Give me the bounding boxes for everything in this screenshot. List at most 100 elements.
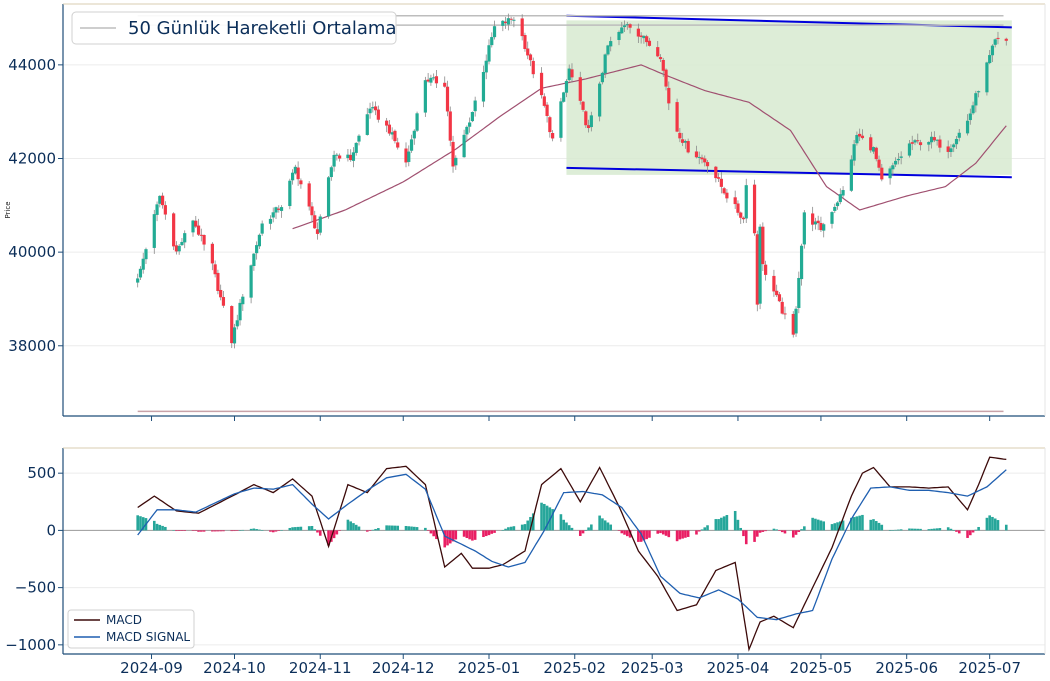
candle (365, 107, 369, 136)
macd-hist-bar-positive (927, 529, 931, 531)
candle-body-up (465, 126, 469, 135)
candle-body-up (232, 327, 237, 344)
candle-body-up (642, 35, 646, 39)
candle-body-down (202, 234, 206, 245)
candle (609, 36, 613, 52)
macd-hist-bar-positive (413, 526, 416, 531)
macd-hist-bar-positive (570, 527, 574, 531)
candle-body-up (802, 212, 806, 245)
candle (326, 176, 331, 219)
macd-hist-bar-positive (141, 517, 145, 531)
candle (551, 130, 555, 142)
candle-body-down (313, 215, 317, 229)
candle-body-up (888, 168, 892, 179)
macd-axes: −1000 −500 0 500 2024-09 2024-10 2024-11 2024-1… (5, 447, 1046, 677)
candle-body-down (434, 76, 439, 84)
candle (163, 201, 167, 220)
candle (990, 44, 995, 62)
candle-body-down (570, 69, 574, 78)
candle (376, 105, 380, 123)
candle-body-down (1004, 38, 1008, 41)
candle (758, 224, 762, 310)
macd-hist-bar-positive (803, 526, 806, 531)
candle (603, 53, 607, 79)
macd-hist-bar-negative (758, 530, 762, 533)
macd-panel-frame (63, 448, 1045, 654)
candle (268, 215, 273, 230)
candle-body-down (858, 133, 862, 137)
macd-hist-bar-negative (432, 530, 435, 537)
macd-hist-bar-positive (241, 529, 245, 531)
candle-body-down (675, 102, 679, 132)
candle (465, 125, 469, 141)
macd-hist-bar-positive (507, 527, 510, 531)
macd-hist-bar-negative (675, 530, 679, 542)
candle-body-up (462, 134, 466, 158)
candle-body-down (426, 79, 430, 82)
candle (432, 73, 436, 81)
macd-hist-bar-positive (603, 520, 607, 531)
candle-body-up (274, 207, 278, 213)
macd-hist-bar-positive (717, 519, 720, 531)
macd-hist-bar-positive (739, 527, 743, 531)
candle-body-down (230, 306, 234, 344)
macd-hist-bar-positive (841, 520, 845, 531)
candle-body-down (996, 37, 1000, 39)
macd-hist-bar-positive (584, 530, 588, 531)
candle (387, 120, 392, 136)
candle-body-up (501, 20, 505, 26)
macd-signal-legend-label: MACD SIGNAL (106, 630, 190, 644)
candle-body-up (368, 108, 372, 114)
macd-hist-bar-negative (791, 530, 795, 538)
candle-body-down (539, 72, 544, 96)
macd-hist-bar-positive (974, 529, 978, 531)
candle (490, 32, 494, 48)
macd-hist-bar-negative (332, 530, 336, 539)
macd-hist-bar-negative (661, 530, 665, 535)
macd-hist-bar-positive (706, 525, 709, 531)
candle-body-down (523, 35, 527, 50)
macd-hist-bar-positive (310, 525, 314, 531)
macd-hist-bar-positive (139, 516, 142, 531)
candle (567, 64, 571, 82)
candle (927, 141, 931, 152)
candle (183, 230, 187, 249)
candle (445, 80, 450, 117)
candle (822, 222, 826, 238)
candle-body-up (891, 165, 895, 170)
candle (622, 20, 627, 32)
macd-hist-bar-positive (280, 530, 283, 531)
macd-x-tick-label: 2024-11 (289, 659, 352, 677)
candle (860, 129, 865, 140)
candle-body-down (581, 101, 585, 110)
candle (357, 134, 361, 146)
candle (562, 91, 566, 103)
candle (332, 150, 336, 172)
candle (678, 127, 682, 143)
candle-body-down (874, 147, 878, 160)
candle (725, 189, 729, 203)
macd-hist-bar-positive (977, 526, 980, 531)
candle (528, 53, 533, 67)
candle-body-down (819, 222, 823, 231)
macd-x-tick-label: 2024-10 (203, 659, 266, 677)
candle (965, 114, 970, 136)
candle-body-up (617, 31, 621, 40)
candle-body-down (307, 183, 311, 207)
candle (271, 207, 275, 223)
candle (202, 234, 206, 251)
macd-hist-bar-negative (617, 530, 621, 531)
macd-x-tick-label: 2025-04 (707, 659, 770, 677)
candle (802, 210, 806, 249)
macd-hist-bar-positive (897, 529, 900, 531)
macd-gridlines (63, 472, 1045, 646)
candle-body-down (545, 104, 549, 116)
candle (434, 69, 439, 88)
candle-body-up (326, 177, 331, 217)
candle (617, 30, 621, 46)
candle (799, 243, 804, 286)
price-legend: 50 Günlük Hareketli Ortalama (71, 11, 397, 45)
macd-hist-bar-positive (996, 520, 1000, 531)
macd-hist-bar-positive (540, 502, 543, 531)
